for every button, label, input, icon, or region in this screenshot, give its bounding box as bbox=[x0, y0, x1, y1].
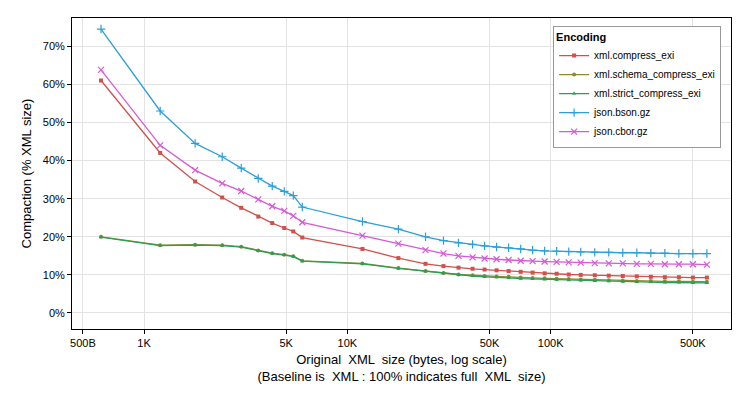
svg-text:json.cbor.gz: json.cbor.gz bbox=[593, 126, 647, 137]
svg-text:10K: 10K bbox=[338, 337, 358, 349]
svg-text:Compaction (% XML size): Compaction (% XML size) bbox=[19, 99, 34, 249]
svg-text:40%: 40% bbox=[43, 154, 65, 166]
svg-text:100K: 100K bbox=[538, 337, 564, 349]
svg-text:xml.strict_compress_exi: xml.strict_compress_exi bbox=[594, 88, 701, 99]
svg-text:60%: 60% bbox=[43, 78, 65, 90]
svg-text:xml.compress_exi: xml.compress_exi bbox=[594, 50, 674, 61]
svg-text:0%: 0% bbox=[49, 307, 65, 319]
svg-text:500B: 500B bbox=[70, 337, 96, 349]
svg-text:1K: 1K bbox=[137, 337, 151, 349]
svg-text:Encoding: Encoding bbox=[556, 31, 606, 43]
svg-text:20%: 20% bbox=[43, 231, 65, 243]
svg-text:500K: 500K bbox=[680, 337, 706, 349]
svg-text:50K: 50K bbox=[480, 337, 500, 349]
svg-text:Original XML size (bytes, lo: Original XML size (bytes, log scale)(Bas… bbox=[257, 352, 545, 384]
svg-text:30%: 30% bbox=[43, 193, 65, 205]
svg-text:10%: 10% bbox=[43, 269, 65, 281]
svg-text:70%: 70% bbox=[43, 40, 65, 52]
svg-text:5K: 5K bbox=[279, 337, 293, 349]
svg-text:50%: 50% bbox=[43, 116, 65, 128]
svg-text:json.bson.gz: json.bson.gz bbox=[593, 107, 650, 118]
svg-text:xml.schema_compress_exi: xml.schema_compress_exi bbox=[594, 69, 715, 80]
